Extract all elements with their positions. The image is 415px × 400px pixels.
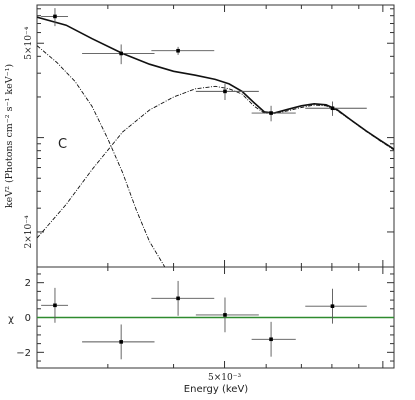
data-point <box>251 105 296 122</box>
data-point <box>251 321 296 357</box>
panel-annotation: C <box>58 137 67 152</box>
y-tick-label: 2×10⁻⁴ <box>24 215 34 248</box>
data-marker <box>223 313 227 317</box>
data-marker <box>119 340 123 344</box>
data-marker <box>330 304 335 308</box>
data-point <box>82 44 155 65</box>
data-marker <box>176 48 180 53</box>
data-marker <box>269 337 273 342</box>
data-point <box>305 288 367 324</box>
residual-data-points <box>41 280 367 360</box>
data-point <box>305 101 367 116</box>
data-marker <box>269 111 273 115</box>
x-tick-label: 5×10⁻³ <box>208 373 241 383</box>
x-axis-title: Energy (keV) <box>184 384 249 395</box>
residual-panel: 5×10⁻³ −2 0 2 χ <box>8 266 395 383</box>
residual-tick-labels: 5×10⁻³ −2 0 2 <box>16 278 241 383</box>
data-point <box>151 280 215 316</box>
data-marker <box>119 51 123 56</box>
data-point <box>195 297 259 333</box>
spectrum-axis-ticks <box>37 5 394 267</box>
data-point <box>41 287 69 323</box>
data-marker <box>176 296 180 301</box>
data-point <box>41 8 69 27</box>
y-tick-label: −2 <box>16 348 31 359</box>
data-point <box>82 324 155 360</box>
data-point <box>195 83 259 100</box>
spectrum-data-points <box>41 8 367 122</box>
data-marker <box>53 14 57 19</box>
soft-component-curve <box>37 45 166 267</box>
hard-component-curve <box>37 85 394 239</box>
total-model-curve <box>37 16 394 150</box>
residual-axis-ticks <box>37 267 394 368</box>
y-axis-title: keV² (Photons cm⁻² s⁻¹ keV⁻¹) <box>4 64 15 208</box>
data-point <box>151 46 215 55</box>
y-tick-label: 0 <box>25 313 31 324</box>
data-marker <box>53 303 57 308</box>
spectrum-tick-labels: 5×10⁻⁴ 2×10⁻⁴ <box>24 26 34 248</box>
y-tick-label: 5×10⁻⁴ <box>24 26 34 59</box>
y-tick-label: 2 <box>25 278 31 289</box>
residual-y-axis-title: χ <box>8 314 14 325</box>
model-curves <box>37 16 394 267</box>
data-marker <box>330 106 335 111</box>
data-marker <box>223 89 227 94</box>
